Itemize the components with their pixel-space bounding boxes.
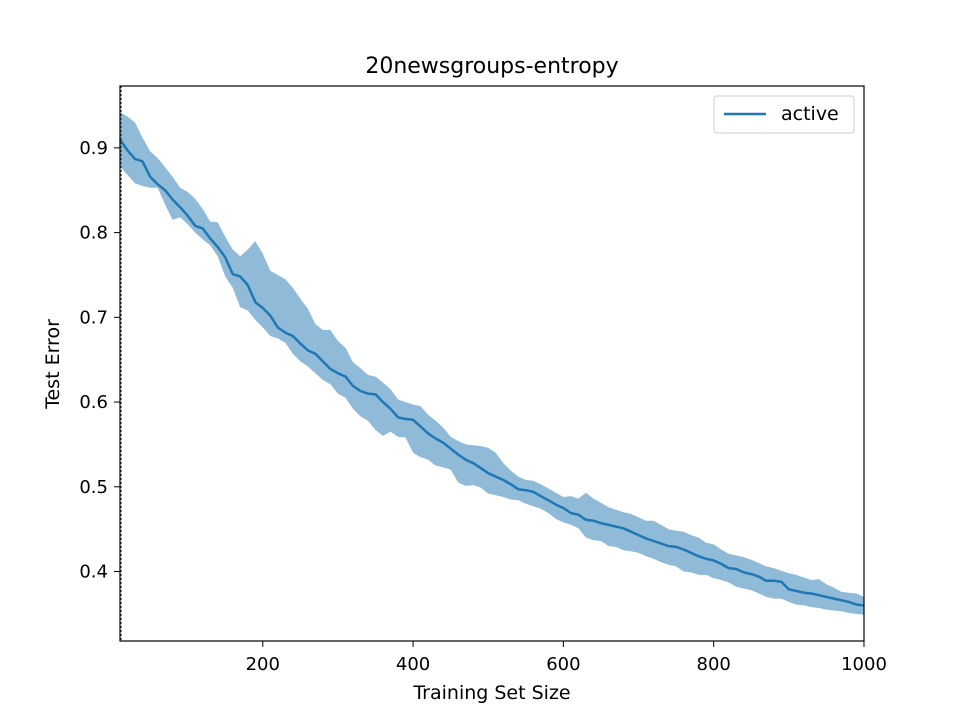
- chart-title: 20newsgroups-entropy: [365, 54, 618, 79]
- legend-label-active: active: [781, 103, 839, 125]
- plot-frame: [119, 85, 865, 642]
- series-line-active: [118, 138, 865, 607]
- series-lines: [118, 138, 865, 607]
- x-tick-label: 400: [396, 654, 430, 675]
- x-tick-label: 200: [246, 654, 280, 675]
- x-tick-label: 1000: [841, 654, 887, 675]
- x-axis: 200 400 600 800 1000: [246, 641, 887, 675]
- confidence-bands: [120, 112, 864, 615]
- legend-box: [713, 95, 855, 134]
- x-axis-label: Training Set Size: [412, 682, 570, 704]
- y-tick-label: 0.6: [79, 392, 108, 413]
- x-tick-label: 800: [697, 654, 731, 675]
- y-axis-label: Test Error: [42, 319, 64, 410]
- plot-area: [118, 85, 865, 642]
- y-tick-label: 0.4: [79, 562, 108, 583]
- y-tick-label: 0.8: [79, 223, 108, 244]
- legend: active: [713, 95, 855, 134]
- y-tick-label: 0.5: [79, 477, 108, 498]
- x-tick-label: 600: [546, 654, 580, 675]
- y-axis: 0.4 0.5 0.6 0.7 0.8 0.9: [79, 138, 120, 583]
- confidence-band-active: [120, 112, 864, 615]
- y-tick-label: 0.9: [79, 138, 108, 159]
- y-tick-label: 0.7: [79, 307, 108, 328]
